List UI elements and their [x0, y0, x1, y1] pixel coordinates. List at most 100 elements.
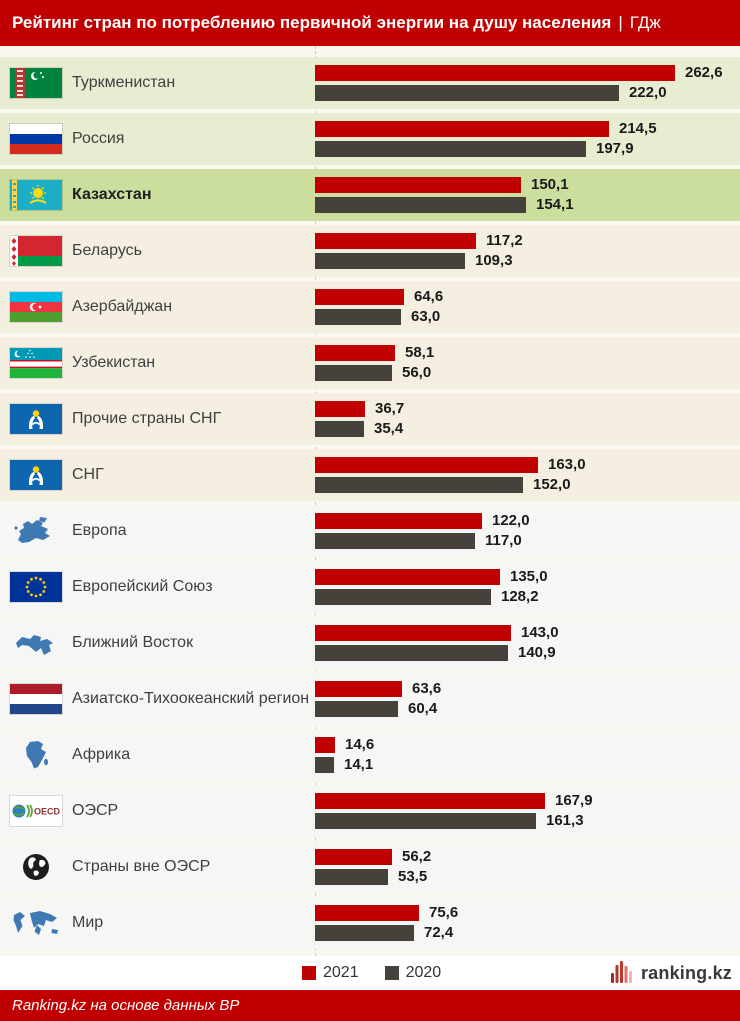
- value-2021: 75,6: [429, 904, 459, 921]
- value-2020: 53,5: [398, 868, 428, 885]
- chart-row: OECD ОЭСР 167,9 161,3: [0, 785, 740, 837]
- row-label: Европа: [72, 522, 127, 539]
- cis-emblem: [9, 403, 63, 435]
- value-2020: 152,0: [533, 476, 571, 493]
- value-2021: 14,6: [345, 736, 375, 753]
- russia-flag: [9, 123, 63, 155]
- legend-item-2021: 2021: [302, 964, 359, 982]
- bar-2020: [315, 141, 586, 157]
- kazakhstan-flag: [9, 179, 63, 211]
- chart-rows: Туркменистан 262,6 222,0 Россия 214,5 19…: [0, 57, 740, 949]
- bar-2020: [315, 309, 401, 325]
- row-bars: 75,6 72,4: [315, 897, 740, 949]
- value-2021: 262,6: [685, 64, 723, 81]
- bar-2021: [315, 793, 545, 809]
- chart-row: Узбекистан 58,1 56,0: [0, 337, 740, 389]
- value-2020: 154,1: [536, 196, 574, 213]
- value-2021: 150,1: [531, 176, 569, 193]
- value-2020: 161,3: [546, 812, 584, 829]
- uzbekistan-flag: [9, 347, 63, 379]
- oecd-logo: OECD: [9, 795, 63, 827]
- row-label: Казахстан: [72, 186, 152, 203]
- bar-2020: [315, 757, 334, 773]
- bar-2021: [315, 401, 365, 417]
- chart-row: Россия 214,5 197,9: [0, 113, 740, 165]
- bar-2020: [315, 477, 523, 493]
- globe-icon: [10, 852, 62, 882]
- africa-map: [10, 740, 62, 770]
- bar-2021: [315, 849, 392, 865]
- chart-row: Азербайджан 64,6 63,0: [0, 281, 740, 333]
- cis-emblem: [9, 459, 63, 491]
- bar-2021: [315, 513, 482, 529]
- row-bars: 214,5 197,9: [315, 113, 740, 165]
- bar-2021: [315, 625, 511, 641]
- bar-2021: [315, 233, 476, 249]
- source-bar: Ranking.kz на основе данных BP: [0, 990, 740, 1021]
- bar-2020: [315, 813, 536, 829]
- bar-2020: [315, 533, 475, 549]
- value-2021: 163,0: [548, 456, 586, 473]
- value-2021: 143,0: [521, 624, 559, 641]
- bar-2021: [315, 345, 395, 361]
- row-bars: 36,7 35,4: [315, 393, 740, 445]
- value-2020: 60,4: [408, 700, 438, 717]
- chart-row: Прочие страны СНГ 36,7 35,4: [0, 393, 740, 445]
- legend-label-2020: 2020: [405, 964, 442, 981]
- row-label: Азиатско-Тихоокеанский регион: [72, 690, 310, 707]
- chart-row: СНГ 163,0 152,0: [0, 449, 740, 501]
- bar-2021: [315, 905, 419, 921]
- row-label: Туркменистан: [72, 74, 176, 91]
- chart-area: Туркменистан 262,6 222,0 Россия 214,5 19…: [0, 46, 740, 956]
- ranking-bars-icon: [610, 958, 636, 989]
- bar-2021: [315, 289, 404, 305]
- bar-2020: [315, 253, 465, 269]
- row-bars: 56,2 53,5: [315, 841, 740, 893]
- value-2020: 140,9: [518, 644, 556, 661]
- row-label: Европейский Союз: [72, 578, 213, 595]
- value-2021: 122,0: [492, 512, 530, 529]
- row-bars: 163,0 152,0: [315, 449, 740, 501]
- page-title-separator: |: [618, 13, 623, 32]
- bar-2020: [315, 645, 508, 661]
- value-2021: 214,5: [619, 120, 657, 137]
- row-bars: 58,1 56,0: [315, 337, 740, 389]
- value-2020: 222,0: [629, 84, 667, 101]
- legend: 2021 2020 ranking.kz: [0, 956, 740, 990]
- europe-map: [10, 516, 62, 546]
- row-bars: 64,6 63,0: [315, 281, 740, 333]
- value-2021: 64,6: [414, 288, 444, 305]
- value-2020: 109,3: [475, 252, 513, 269]
- value-2021: 135,0: [510, 568, 548, 585]
- row-label: Ближний Восток: [72, 634, 194, 651]
- brand-logo: ranking.kz: [610, 956, 732, 990]
- chart-row: Европейский Союз 135,0 128,2: [0, 561, 740, 613]
- middle-east-map: [10, 628, 62, 658]
- value-2020: 197,9: [596, 140, 634, 157]
- row-bars: 262,6 222,0: [315, 57, 740, 109]
- belarus-flag: [9, 235, 63, 267]
- chart-row: Африка 14,6 14,1: [0, 729, 740, 781]
- bar-2021: [315, 65, 675, 81]
- bar-2020: [315, 365, 392, 381]
- bar-2021: [315, 121, 609, 137]
- value-2021: 117,2: [486, 232, 523, 249]
- value-2020: 72,4: [424, 924, 454, 941]
- value-2021: 36,7: [375, 400, 405, 417]
- row-label: Беларусь: [72, 242, 142, 259]
- chart-row: Страны вне ОЭСР 56,2 53,5: [0, 841, 740, 893]
- chart-row: Европа 122,0 117,0: [0, 505, 740, 557]
- chart-row: Беларусь 117,2 109,3: [0, 225, 740, 277]
- bar-2021: [315, 681, 402, 697]
- value-2021: 56,2: [402, 848, 432, 865]
- row-bars: 150,1 154,1: [315, 169, 740, 221]
- azerbaijan-flag: [9, 291, 63, 323]
- bar-2020: [315, 197, 526, 213]
- legend-item-2020: 2020: [384, 964, 442, 982]
- bar-2021: [315, 457, 538, 473]
- page-title: Рейтинг стран по потреблению первичной э…: [12, 13, 612, 32]
- value-2020: 117,0: [485, 532, 522, 549]
- row-bars: 122,0 117,0: [315, 505, 740, 557]
- world-map: [10, 908, 62, 938]
- value-2020: 128,2: [501, 588, 539, 605]
